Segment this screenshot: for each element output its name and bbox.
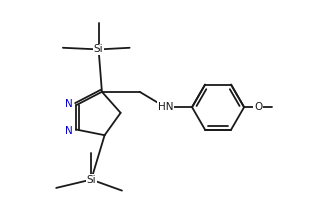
Text: N: N xyxy=(65,99,73,109)
Text: HN: HN xyxy=(157,102,173,112)
Text: N: N xyxy=(65,125,73,136)
Text: Si: Si xyxy=(86,175,96,185)
Text: Si: Si xyxy=(94,44,103,55)
Text: O: O xyxy=(254,102,262,112)
